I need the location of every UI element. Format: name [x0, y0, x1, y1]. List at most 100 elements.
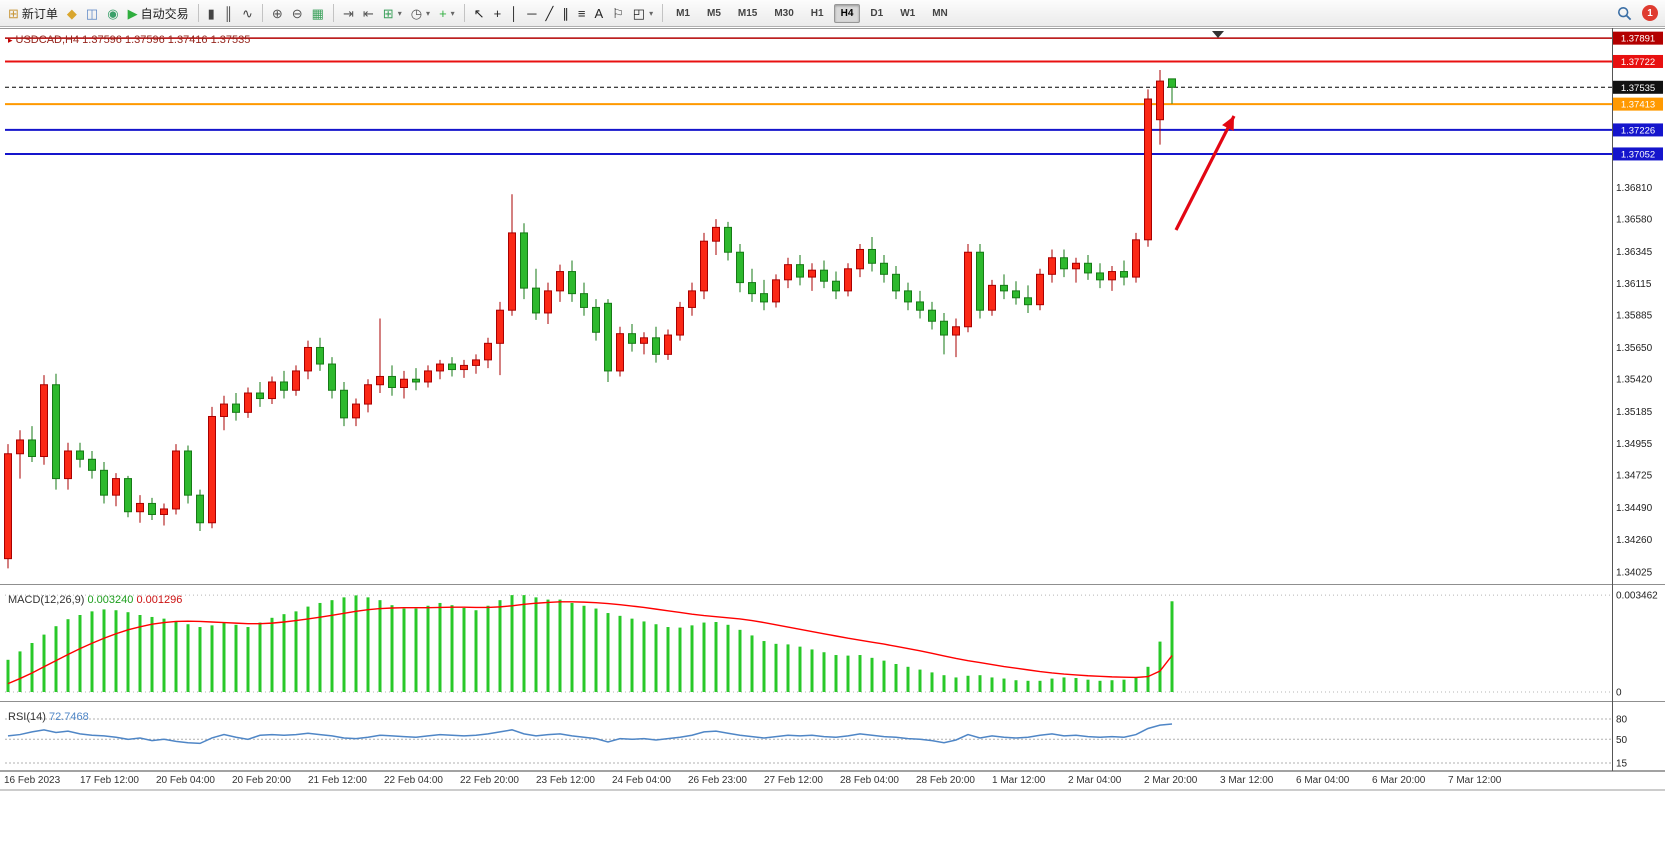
svg-text:24 Feb 04:00: 24 Feb 04:00: [612, 775, 671, 786]
text-tool-button[interactable]: A: [590, 5, 607, 22]
macd-indicator-label: MACD(12,26,9) 0.003240 0.001296: [8, 594, 182, 606]
candlestick-view-button[interactable]: ▮: [204, 5, 219, 22]
svg-text:7 Mar 12:00: 7 Mar 12:00: [1448, 775, 1502, 786]
svg-text:1.34260: 1.34260: [1616, 535, 1653, 546]
chart-shift-marker[interactable]: [1212, 31, 1224, 38]
timeframe-m30-button[interactable]: M30: [774, 7, 794, 19]
trend-arrow-head: [1222, 116, 1234, 131]
toolbar-separator: [662, 4, 664, 22]
svg-text:15: 15: [1616, 759, 1628, 770]
profile-button[interactable]: ◫: [82, 5, 102, 22]
time-axis-labels[interactable]: 16 Feb 2023 17 Feb 12:00 20 Feb 04:00 20 Fe…: [4, 775, 1502, 786]
navigator-button[interactable]: ◉: [103, 5, 122, 22]
cursor-tool-button[interactable]: ↖: [470, 5, 489, 22]
svg-text:1.35650: 1.35650: [1616, 343, 1653, 354]
svg-text:1.35885: 1.35885: [1616, 311, 1653, 322]
svg-text:50: 50: [1616, 735, 1628, 746]
auto-trading-button-label: 自动交易: [140, 6, 189, 21]
new-order-button[interactable]: ⊞ 新订单: [4, 3, 62, 24]
navigator-icon: ◉: [107, 5, 119, 21]
svg-text:16 Feb 2023: 16 Feb 2023: [4, 775, 61, 786]
macd-signal-line: [7, 601, 1173, 685]
shapes-tool-button[interactable]: ◰ ▾: [629, 5, 657, 22]
svg-text:6 Mar 20:00: 6 Mar 20:00: [1372, 775, 1426, 786]
svg-text:1.37226: 1.37226: [1621, 125, 1655, 136]
chart-gold-icon: ◆: [66, 5, 77, 21]
svg-text:1.35420: 1.35420: [1616, 375, 1653, 386]
vertical-line-icon: │: [510, 5, 519, 21]
timeframe-mn-button[interactable]: MN: [932, 7, 948, 19]
rsi-name: RSI(14): [8, 711, 46, 723]
crosshair-tool-button[interactable]: +: [490, 5, 506, 22]
label-tool-button[interactable]: ⚐: [608, 5, 628, 22]
zoom-out-button[interactable]: ⊖: [288, 5, 307, 22]
rsi-indicator-label: RSI(14) 72.7468: [8, 711, 89, 723]
new-chart-button[interactable]: ⊞ ▾: [379, 5, 406, 22]
dropdown-caret-icon: ▾: [426, 8, 431, 18]
current-price-box: [1613, 80, 1663, 94]
zoom-in-button[interactable]: ⊕: [268, 5, 287, 22]
symbol-marker-icon: ▸: [8, 35, 13, 45]
chart-shift-button[interactable]: ⇤: [359, 5, 378, 22]
toolbar-separator: [261, 4, 263, 22]
svg-text:1.37052: 1.37052: [1621, 149, 1655, 160]
clock-icon: ◷: [410, 5, 423, 21]
main-toolbar: ⊞ 新订单 ◆ ◫ ◉ ▶ 自动交易 ▮ ║ ∿ ⊕ ⊖ ▦ ⇥ ⇤ ⊞ ▾ ◷ ▾ + ▾ ↖ + │ ─ ╱ ∥ ≡ A ⚐ ◰ ▾ M1 M…: [0, 0, 1665, 27]
notification-badge[interactable]: 1: [1642, 5, 1658, 21]
indicators-button[interactable]: + ▾: [435, 5, 459, 22]
timeframe-m5-button[interactable]: M5: [706, 7, 721, 19]
svg-text:17 Feb 12:00: 17 Feb 12:00: [80, 775, 139, 786]
trendline-icon: ╱: [545, 5, 554, 21]
candlestick-chart-icon: ▮: [207, 5, 215, 21]
timeframe-w1-button[interactable]: W1: [900, 7, 916, 19]
text-icon: A: [594, 5, 604, 21]
bar-chart-icon: ║: [223, 5, 233, 21]
price-scale[interactable]: 1.36810 1.36580 1.36345 1.36115 1.35885 1.356…: [1613, 31, 1663, 770]
svg-text:0.003462: 0.003462: [1616, 591, 1658, 602]
svg-text:1.36345: 1.36345: [1616, 247, 1653, 258]
profile-icon: ◫: [85, 5, 99, 21]
channel-tool-button[interactable]: ∥: [558, 5, 573, 22]
auto-trading-button[interactable]: ▶ 自动交易: [124, 3, 193, 24]
auto-scroll-button[interactable]: ⇥: [339, 5, 358, 22]
toolbar-separator: [197, 4, 199, 22]
svg-text:1.36115: 1.36115: [1616, 279, 1652, 290]
new-order-icon: ⊞: [8, 5, 19, 21]
timeframe-m1-button[interactable]: M1: [676, 7, 690, 19]
svg-text:1.37535: 1.37535: [1621, 83, 1655, 94]
chart-window[interactable]: 1.36810 1.36580 1.36345 1.36115 1.35885 1.356…: [0, 28, 1665, 842]
charts-button[interactable]: ◆: [63, 5, 81, 22]
trendline-tool-button[interactable]: ╱: [542, 5, 558, 22]
fibonacci-tool-button[interactable]: ≡: [574, 5, 590, 22]
rsi-line: [7, 723, 1173, 745]
svg-text:26 Feb 23:00: 26 Feb 23:00: [688, 775, 747, 786]
svg-text:28 Feb 04:00: 28 Feb 04:00: [840, 775, 899, 786]
bar-view-button[interactable]: ║: [220, 5, 237, 22]
svg-text:80: 80: [1616, 715, 1628, 726]
svg-text:0: 0: [1616, 688, 1622, 699]
timeframe-h1-button[interactable]: H1: [810, 7, 824, 19]
flag-icon: ⚐: [612, 5, 624, 21]
trend-arrow-annotation[interactable]: [1174, 115, 1236, 231]
svg-text:28 Feb 20:00: 28 Feb 20:00: [916, 775, 975, 786]
chart-shift-icon: ⇤: [362, 5, 374, 21]
tile-windows-button[interactable]: ▦: [308, 5, 328, 22]
timeframe-h4-button[interactable]: H4: [833, 3, 861, 23]
chart-canvas[interactable]: 1.36810 1.36580 1.36345 1.36115 1.35885 1.356…: [0, 28, 1665, 842]
auto-scroll-icon: ⇥: [342, 5, 354, 21]
vertical-line-tool-button[interactable]: │: [506, 5, 522, 22]
symbol-title-text: USDCAD,H4 1.37596 1.37596 1.37416 1.3753…: [15, 34, 251, 46]
horizontal-line-tool-button[interactable]: ─: [523, 5, 540, 22]
line-view-button[interactable]: ∿: [238, 5, 257, 22]
timeframe-d1-button[interactable]: D1: [870, 7, 884, 19]
toolbar-right: 1: [1617, 5, 1661, 21]
tile-windows-icon: ▦: [311, 5, 324, 21]
macd-name: MACD(12,26,9): [8, 594, 85, 606]
svg-text:1.37891: 1.37891: [1621, 34, 1655, 45]
svg-text:1.36580: 1.36580: [1616, 215, 1653, 226]
shapes-icon: ◰: [632, 5, 646, 21]
svg-text:1.36810: 1.36810: [1616, 183, 1653, 194]
search-icon[interactable]: [1617, 6, 1632, 21]
periods-button[interactable]: ◷ ▾: [407, 5, 434, 22]
timeframe-m15-button[interactable]: M15: [737, 7, 758, 19]
